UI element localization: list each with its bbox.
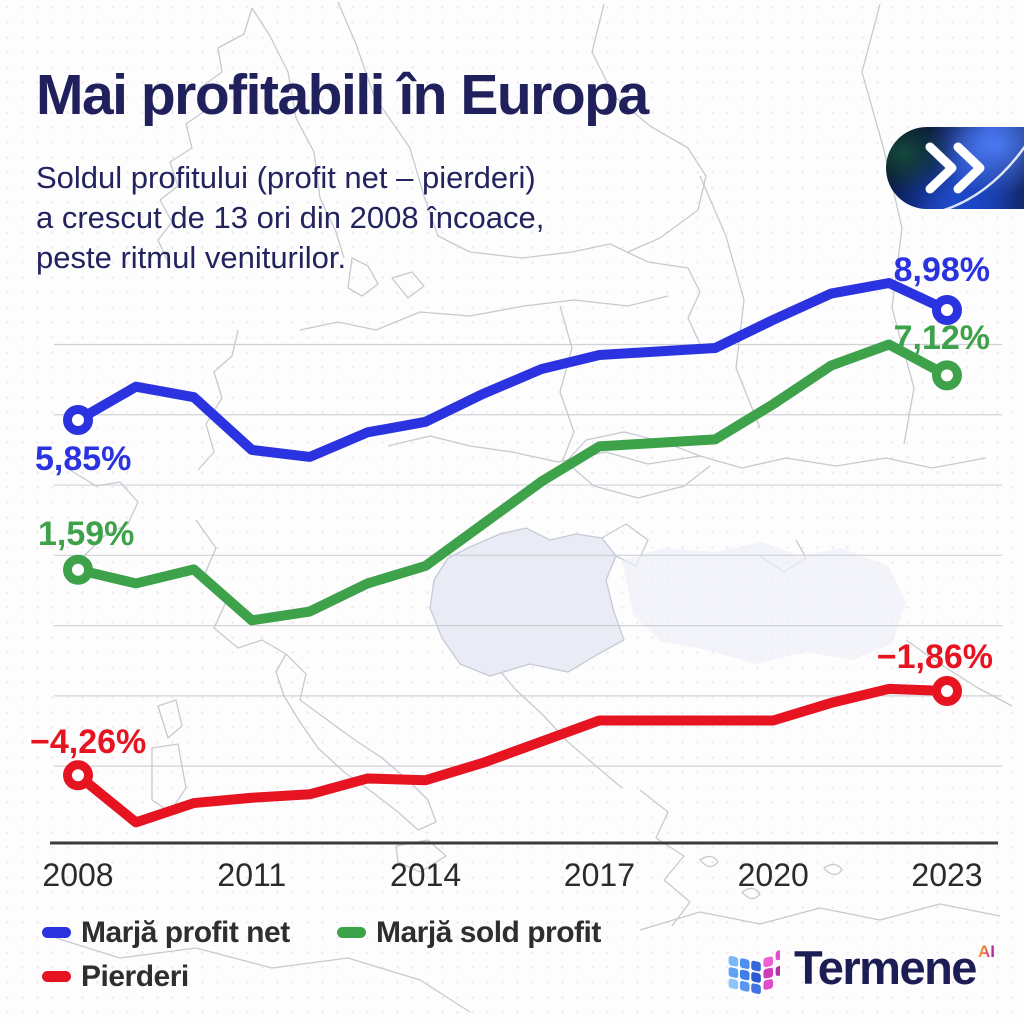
marja-profit-net-first-endpoint-marker	[63, 405, 93, 436]
brand-ai-superscript: AI	[977, 942, 995, 961]
x-axis-label: 2011	[217, 857, 286, 893]
line-pierderi	[73, 683, 952, 828]
romania-highlight	[429, 527, 625, 677]
legend-label: Marjă profit net	[81, 915, 290, 949]
legend-swatch-green	[337, 927, 366, 938]
marja-sold-profit-last-value-label: 7,12%	[894, 319, 990, 357]
line-marja-profit-net	[73, 277, 952, 462]
marja-profit-net-last-value-label: 8,98%	[894, 251, 990, 289]
pierderi-first-endpoint-marker	[63, 760, 93, 791]
legend-swatch-blue	[42, 927, 71, 938]
marja-profit-net-last-endpoint-marker	[931, 295, 962, 326]
marja-sold-profit-first-endpoint-marker	[63, 554, 93, 585]
marja-sold-profit-first-value-label: 1,59%	[38, 515, 134, 553]
termene-logo: Termene AI	[726, 940, 995, 1000]
page-title: Mai profitabili în Europa	[36, 63, 649, 128]
marja-sold-profit-last-endpoint-marker	[931, 360, 962, 391]
legend-item-marja-sold-profit: Marjă sold profit	[337, 916, 601, 949]
subtitle-line: peste ritmul veniturilor.	[36, 240, 347, 275]
black-sea-fill	[622, 542, 906, 664]
legend-label: Marjă sold profit	[376, 915, 601, 949]
pierderi-last-endpoint-marker	[931, 675, 962, 706]
x-axis-label: 2014	[390, 857, 461, 893]
subtitle-line: a crescut de 13 ori din 2008 încoace,	[36, 200, 545, 235]
pierderi-first-value-label: −4,26%	[30, 723, 146, 761]
legend-item-marja-profit-net: Marjă profit net	[42, 916, 337, 949]
termene-cube-icon	[728, 949, 780, 995]
chart-legend: Marjă profit net Marjă sold profit Pierd…	[42, 916, 601, 993]
legend-label: Pierderi	[81, 959, 189, 993]
x-axis-label: 2020	[738, 857, 809, 893]
brand-name: Termene	[794, 941, 977, 994]
page-subtitle: Soldul profitului (profit net – pierderi…	[36, 158, 736, 278]
legend-swatch-red	[42, 971, 71, 982]
subtitle-line: Soldul profitului (profit net – pierderi…	[36, 160, 536, 195]
pierderi-last-value-label: −1,86%	[877, 638, 993, 676]
x-axis-label: 2017	[564, 857, 635, 893]
x-axis-label: 2023	[911, 857, 982, 893]
marja-profit-net-first-value-label: 5,85%	[35, 440, 131, 478]
legend-item-pierderi: Pierderi	[42, 960, 337, 993]
x-axis-label: 2008	[42, 857, 113, 893]
video-badge[interactable]	[886, 127, 1024, 209]
line-marja-sold-profit	[73, 339, 952, 626]
fast-forward-icon	[925, 142, 1024, 209]
